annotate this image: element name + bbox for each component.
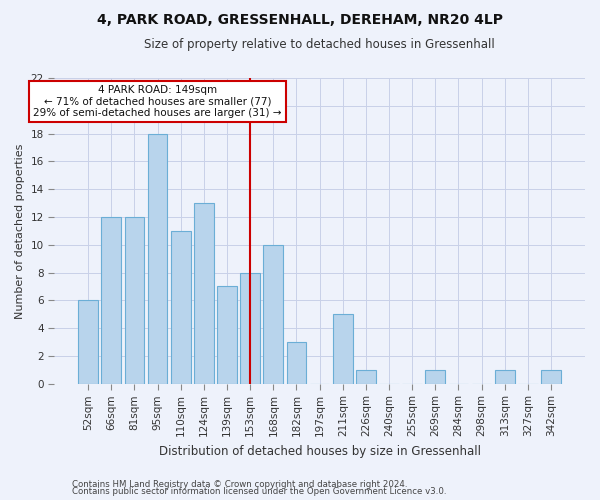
Bar: [541, 370, 561, 384]
Bar: [79, 300, 98, 384]
Text: 4, PARK ROAD, GRESSENHALL, DEREHAM, NR20 4LP: 4, PARK ROAD, GRESSENHALL, DEREHAM, NR20…: [97, 12, 503, 26]
Bar: [101, 217, 121, 384]
Bar: [425, 370, 445, 384]
Text: Contains HM Land Registry data © Crown copyright and database right 2024.: Contains HM Land Registry data © Crown c…: [72, 480, 407, 489]
Bar: [495, 370, 515, 384]
Bar: [287, 342, 307, 384]
Text: Contains public sector information licensed under the Open Government Licence v3: Contains public sector information licen…: [72, 487, 446, 496]
Bar: [194, 203, 214, 384]
Title: Size of property relative to detached houses in Gressenhall: Size of property relative to detached ho…: [144, 38, 495, 51]
Y-axis label: Number of detached properties: Number of detached properties: [15, 143, 25, 318]
X-axis label: Distribution of detached houses by size in Gressenhall: Distribution of detached houses by size …: [158, 444, 481, 458]
Bar: [148, 134, 167, 384]
Bar: [241, 272, 260, 384]
Bar: [217, 286, 237, 384]
Bar: [263, 244, 283, 384]
Bar: [333, 314, 353, 384]
Bar: [171, 231, 191, 384]
Text: 4 PARK ROAD: 149sqm
← 71% of detached houses are smaller (77)
29% of semi-detach: 4 PARK ROAD: 149sqm ← 71% of detached ho…: [34, 85, 282, 118]
Bar: [125, 217, 145, 384]
Bar: [356, 370, 376, 384]
